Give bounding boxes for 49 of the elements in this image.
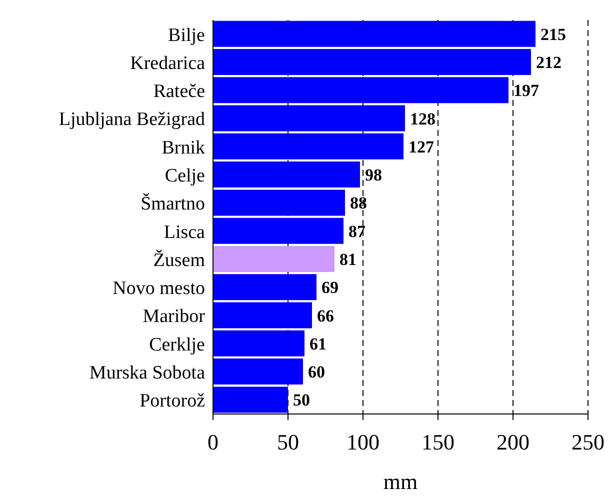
- y-tick-label: Žusem: [153, 248, 206, 271]
- y-tick-label: Brnik: [162, 137, 206, 158]
- x-tick-label: 250: [572, 430, 604, 455]
- bar: [213, 302, 312, 328]
- bar: [213, 48, 531, 75]
- x-tick-label: 150: [422, 430, 454, 455]
- data-label: 127: [408, 137, 434, 156]
- data-label: 69: [322, 278, 338, 298]
- data-label: 87: [348, 222, 366, 241]
- data-label: 197: [514, 81, 540, 100]
- bar: [213, 190, 345, 216]
- bar: [213, 386, 288, 413]
- data-label: 98: [365, 166, 382, 185]
- bar: [213, 358, 303, 385]
- data-label: 60: [308, 362, 325, 382]
- y-tick-label: Kredarica: [130, 52, 206, 74]
- bar: [213, 162, 360, 188]
- bar: [213, 246, 334, 272]
- data-label: 88: [350, 194, 367, 213]
- y-tick-label: Cerklje: [149, 334, 205, 356]
- y-tick-label: Šmartno: [140, 192, 205, 215]
- data-label: 215: [540, 24, 566, 44]
- data-label: 66: [317, 306, 334, 326]
- bar: [213, 20, 536, 47]
- y-tick-label: Ljubljana Bežigrad: [58, 109, 206, 130]
- bar: [213, 133, 404, 160]
- data-label: 50: [293, 390, 310, 410]
- bar: [213, 105, 405, 132]
- data-label: 128: [410, 109, 436, 128]
- y-tick-label: Novo mesto: [112, 278, 205, 300]
- y-tick-label: Portorož: [140, 390, 205, 412]
- y-tick-label: Murska Sobota: [89, 362, 206, 384]
- y-tick-label: Celje: [164, 166, 205, 187]
- x-tick-label: 100: [346, 430, 380, 455]
- x-axis-title: mm: [383, 469, 418, 494]
- x-tick-label: 200: [496, 430, 530, 455]
- bar: [213, 274, 316, 300]
- data-label: 81: [340, 250, 356, 270]
- y-tick-label: Lisca: [164, 222, 206, 243]
- x-tick-label: 0: [208, 430, 218, 455]
- y-tick-label: Rateče: [153, 81, 205, 102]
- y-tick-label: Bilje: [168, 24, 205, 46]
- bar: [213, 218, 344, 244]
- y-tick-label: Maribor: [142, 306, 206, 328]
- bar: [213, 330, 304, 356]
- data-label: 61: [310, 334, 326, 354]
- x-tick-label: 50: [277, 430, 299, 455]
- bar: [213, 77, 508, 104]
- data-label: 212: [536, 53, 562, 72]
